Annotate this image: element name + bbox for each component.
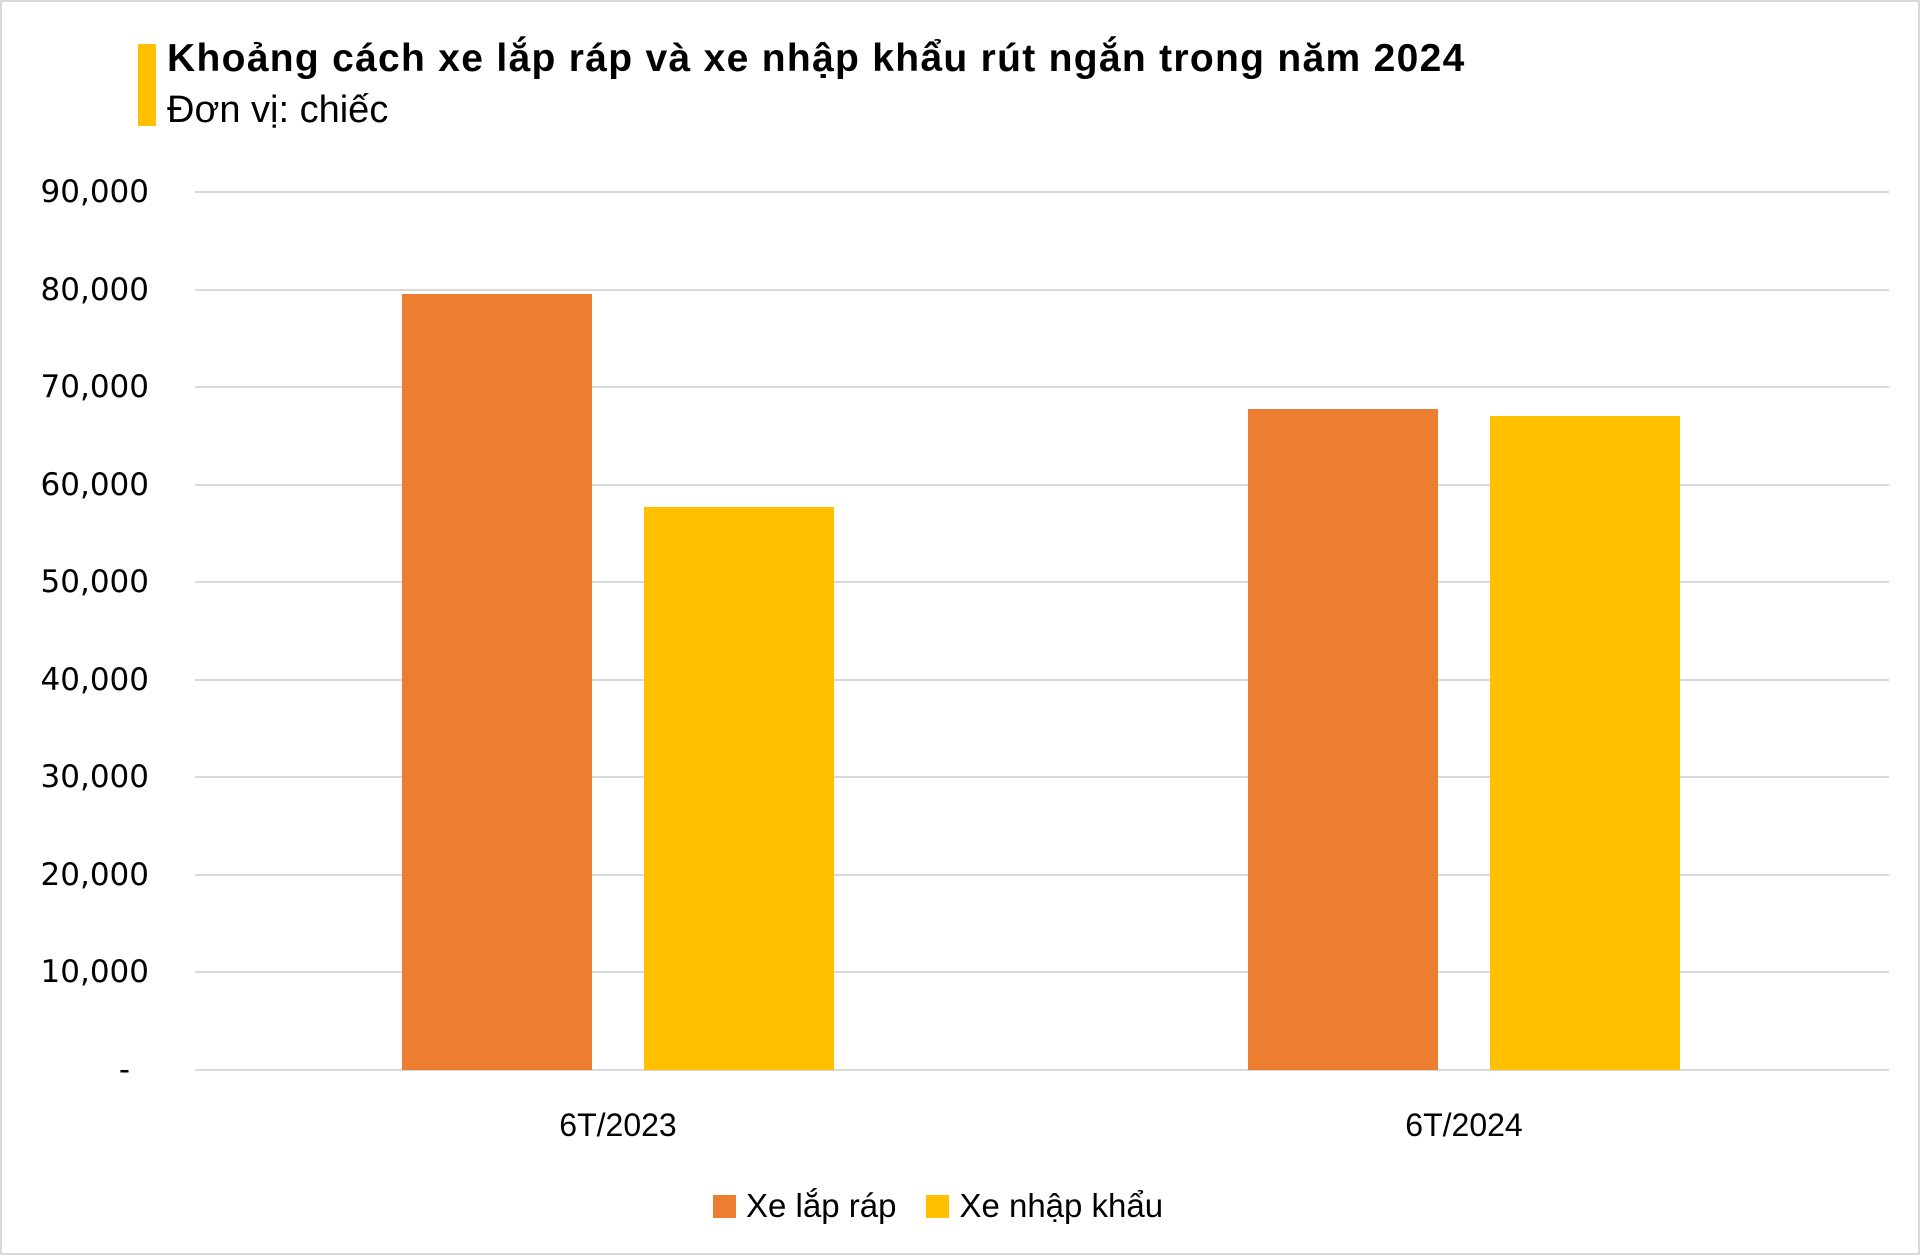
y-axis-tick-label: 50,000 bbox=[40, 564, 149, 601]
legend-label: Xe lắp ráp bbox=[746, 1187, 897, 1224]
gridline bbox=[195, 483, 1889, 486]
bar-xe-lap-rap-1 bbox=[1248, 408, 1438, 1070]
y-axis-tick-label: 20,000 bbox=[40, 856, 149, 893]
y-axis-tick-label: 60,000 bbox=[40, 466, 149, 503]
gridline bbox=[195, 678, 1889, 681]
gridline bbox=[195, 288, 1889, 291]
y-axis-tick-label: 30,000 bbox=[40, 759, 149, 796]
y-axis-tick-label: 10,000 bbox=[40, 954, 149, 991]
y-axis-tick-label: 80,000 bbox=[40, 271, 149, 308]
x-axis-tick-label: 6T/2023 bbox=[559, 1107, 677, 1143]
bar-xe-nhap-khau-0 bbox=[644, 507, 834, 1070]
gridline bbox=[195, 776, 1889, 779]
y-axis-tick-label: 90,000 bbox=[40, 174, 149, 210]
gridline bbox=[195, 873, 1889, 876]
legend-swatch-yellow bbox=[926, 1194, 950, 1218]
gridline bbox=[195, 386, 1889, 389]
y-axis-tick-label: 40,000 bbox=[40, 661, 149, 698]
bar-xe-nhap-khau-1 bbox=[1490, 416, 1680, 1070]
legend-item-xe-lap-rap: Xe lắp ráp bbox=[713, 1186, 896, 1226]
gridline bbox=[195, 581, 1889, 584]
x-axis-tick-label: 6T/2024 bbox=[1405, 1107, 1523, 1143]
legend-swatch-orange bbox=[713, 1194, 736, 1218]
chart-title: Khoảng cách xe lắp ráp và xe nhập khẩu r… bbox=[167, 37, 1466, 80]
gridline bbox=[195, 971, 1889, 974]
chart-subtitle: Đơn vị: chiếc bbox=[167, 89, 389, 131]
legend-label: Xe nhập khẩu bbox=[959, 1187, 1164, 1224]
bar-xe-lap-rap-0 bbox=[402, 294, 592, 1070]
y-axis-tick-label: 70,000 bbox=[40, 369, 149, 406]
title-accent-bar bbox=[138, 44, 156, 126]
gridline bbox=[195, 1069, 1889, 1071]
gridline bbox=[195, 191, 1889, 193]
legend: Xe lắp ráp Xe nhập khẩu bbox=[713, 1184, 1193, 1228]
legend-item-xe-nhap-khau: Xe nhập khẩu bbox=[926, 1186, 1163, 1226]
y-axis-tick-label: - bbox=[118, 1052, 130, 1088]
